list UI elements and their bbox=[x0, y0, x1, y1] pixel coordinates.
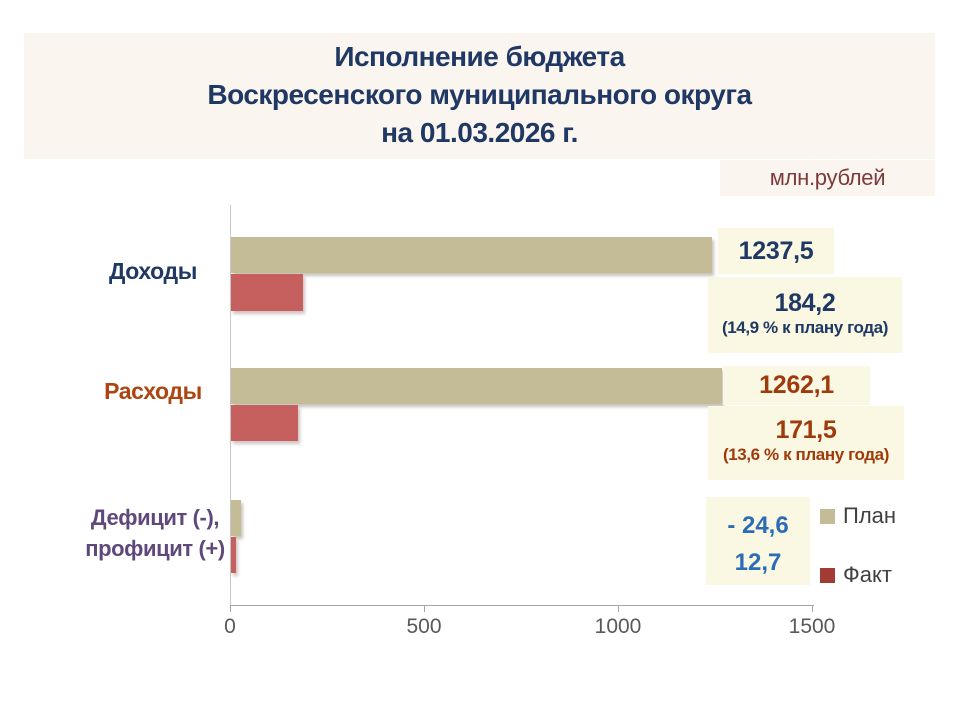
x-tick-label: 500 bbox=[406, 615, 442, 638]
legend-item-plan: План bbox=[820, 503, 896, 529]
category-label-deficit: Дефицит (-), профицит (+) bbox=[50, 502, 260, 564]
bar-expense-plan bbox=[231, 368, 722, 404]
value-box-expense-fact: 171,5 (13,6 % к плану года) bbox=[708, 406, 904, 480]
x-tick-label: 0 bbox=[224, 615, 236, 638]
value-deficit-plan: - 24,6 bbox=[727, 512, 789, 539]
bar-expense-fact bbox=[231, 405, 298, 441]
value-box-expense-plan: 1262,1 bbox=[723, 366, 870, 405]
value-expense-percent: (13,6 % к плану года) bbox=[722, 445, 890, 464]
value-income-percent: (14,9 % к плану года) bbox=[721, 318, 889, 337]
x-axis-tick bbox=[424, 605, 425, 612]
value-deficit-fact: 12,7 bbox=[734, 549, 782, 576]
title-line-2: Воскресенского муниципального округа bbox=[207, 79, 752, 110]
x-axis-tick bbox=[812, 605, 813, 612]
bar-income-fact bbox=[231, 274, 303, 311]
x-tick-label: 1000 bbox=[594, 615, 642, 638]
value-expense-fact: 171,5 bbox=[775, 416, 837, 444]
legend-plan-label: План bbox=[843, 503, 897, 528]
page-title: Исполнение бюджета Воскресенского муници… bbox=[24, 38, 935, 152]
title-line-3: на 01.03.2026 г. bbox=[381, 117, 578, 148]
value-box-deficit: - 24,6 12,7 bbox=[706, 497, 810, 585]
units-label: млн.рублей bbox=[720, 160, 935, 196]
value-box-income-fact: 184,2 (14,9 % к плану года) bbox=[708, 277, 902, 353]
value-expense-plan: 1262,1 bbox=[759, 371, 834, 399]
x-axis-line bbox=[230, 605, 814, 606]
title-line-1: Исполнение бюджета bbox=[334, 41, 625, 72]
category-label-deficit-line1: Дефицит (-), bbox=[90, 505, 220, 530]
x-tick-label: 1500 bbox=[788, 615, 836, 638]
x-axis-tick bbox=[618, 605, 619, 612]
value-income-fact: 184,2 bbox=[774, 289, 836, 317]
x-axis-tick bbox=[230, 605, 231, 612]
value-box-income-plan: 1237,5 bbox=[718, 228, 834, 274]
y-axis-line bbox=[230, 205, 231, 605]
bar-deficit-fact bbox=[231, 537, 236, 573]
legend-fact-label: Факт bbox=[843, 562, 892, 587]
header-band bbox=[24, 33, 935, 159]
legend-plan-swatch bbox=[820, 508, 835, 524]
category-label-expense: Расходы bbox=[104, 378, 202, 404]
legend-fact-swatch bbox=[820, 567, 835, 583]
category-label-deficit-line2: профицит (+) bbox=[85, 536, 225, 561]
category-label-income: Доходы bbox=[109, 258, 197, 284]
bar-deficit-plan bbox=[231, 500, 241, 536]
value-income-plan: 1237,5 bbox=[738, 237, 814, 265]
bar-income-plan bbox=[231, 237, 712, 273]
legend-item-fact: Факт bbox=[820, 562, 892, 588]
